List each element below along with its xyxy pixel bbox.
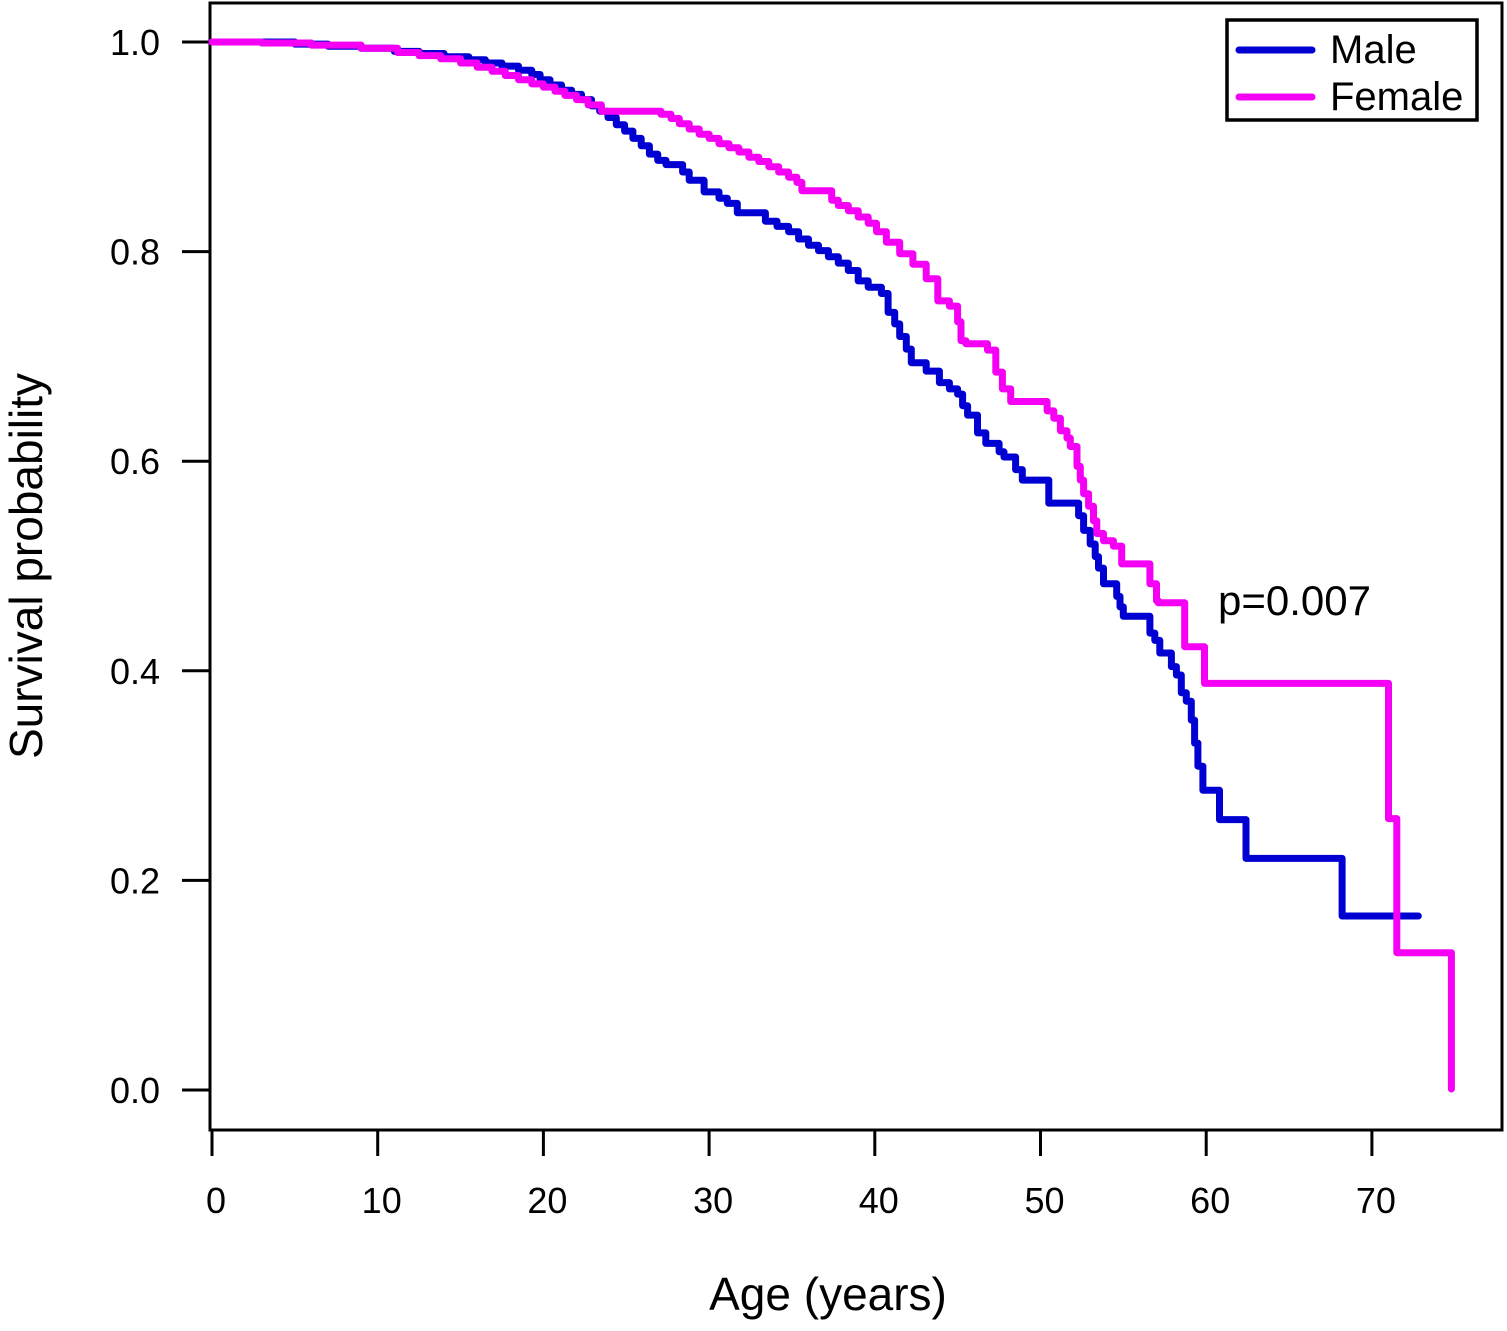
y-tick-label: 0.4 xyxy=(110,651,160,692)
y-tick-label: 0.6 xyxy=(110,441,160,482)
x-tick-label: 30 xyxy=(693,1180,733,1221)
x-tick-label: 20 xyxy=(527,1180,567,1221)
y-tick-label: 0.8 xyxy=(110,232,160,273)
legend: Male Female xyxy=(1225,18,1479,122)
legend-label-female: Female xyxy=(1330,75,1463,119)
survival-curves xyxy=(208,38,1455,1093)
y-tick-label: 0.2 xyxy=(110,860,160,901)
male-curve xyxy=(208,38,1422,920)
x-tick-label: 50 xyxy=(1024,1180,1064,1221)
female-curve xyxy=(208,38,1455,1093)
y-tick-label: 0.0 xyxy=(110,1070,160,1111)
x-tick-label: 10 xyxy=(362,1180,402,1221)
plot-box xyxy=(208,1,1504,1132)
x-axis: 0 10 20 30 40 50 60 70 xyxy=(206,1130,1396,1221)
x-tick-label: 0 xyxy=(206,1180,226,1221)
y-axis-title: Survival probability xyxy=(0,373,52,759)
p-value-annotation: p=0.007 xyxy=(1218,577,1371,624)
legend-box xyxy=(1225,18,1479,122)
x-axis-title: Age (years) xyxy=(709,1268,947,1320)
y-tick-label: 1.0 xyxy=(110,22,160,63)
x-tick-label: 70 xyxy=(1356,1180,1396,1221)
x-tick-label: 60 xyxy=(1190,1180,1230,1221)
x-tick-label: 40 xyxy=(859,1180,899,1221)
legend-label-male: Male xyxy=(1330,28,1417,72)
y-axis: 0.0 0.2 0.4 0.6 0.8 1.0 xyxy=(110,22,210,1111)
